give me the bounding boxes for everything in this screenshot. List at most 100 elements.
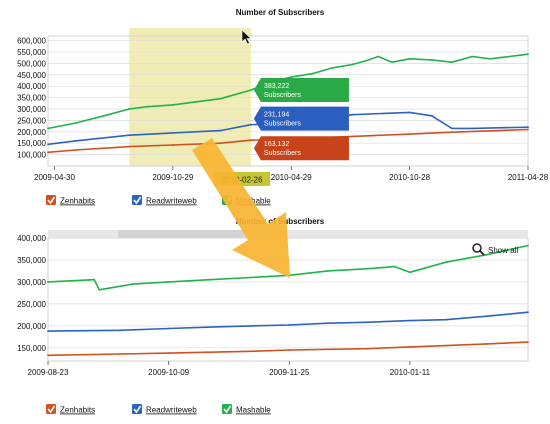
chart-title: Number of Subscribers bbox=[236, 8, 325, 17]
tooltip-zenhabits: 163,132 Subscribers bbox=[253, 136, 349, 161]
tooltip-value: 383,222 bbox=[264, 83, 289, 90]
data-point bbox=[47, 143, 49, 146]
zoom-icon bbox=[472, 243, 485, 256]
data-point bbox=[288, 349, 291, 351]
y-tick-label: 200,000 bbox=[17, 322, 46, 331]
navigator-track[interactable] bbox=[48, 230, 528, 238]
data-point bbox=[391, 61, 393, 64]
tooltip-value: 231,194 bbox=[264, 112, 289, 119]
data-point bbox=[527, 311, 529, 314]
data-point bbox=[527, 244, 529, 247]
data-point bbox=[167, 352, 170, 354]
data-point bbox=[250, 123, 252, 126]
data-point bbox=[430, 59, 433, 61]
data-point bbox=[249, 276, 252, 279]
y-tick-label: 450,000 bbox=[17, 71, 46, 80]
tooltip-background bbox=[253, 106, 349, 131]
y-tick-label: 150,000 bbox=[17, 139, 46, 148]
data-point bbox=[430, 114, 433, 117]
data-point bbox=[408, 133, 411, 136]
data-point bbox=[290, 76, 293, 78]
data-point bbox=[445, 318, 447, 321]
data-point bbox=[408, 57, 411, 60]
data-point bbox=[409, 319, 411, 322]
series-line-zenhabits bbox=[47, 341, 529, 357]
data-point bbox=[119, 329, 121, 332]
x-tick-label: 2010-01-11 bbox=[390, 368, 431, 377]
data-point bbox=[527, 341, 529, 343]
checkmark-icon bbox=[133, 196, 142, 205]
data-point bbox=[409, 346, 411, 348]
y-tick-label: 100,000 bbox=[17, 151, 46, 160]
legend-item-mashable[interactable]: Mashable bbox=[222, 404, 271, 415]
tooltip-label: Subscribers bbox=[264, 92, 301, 99]
y-tick-label: 550,000 bbox=[17, 48, 46, 57]
data-point bbox=[365, 321, 368, 324]
data-point bbox=[74, 122, 77, 124]
show-all-button[interactable]: Show all bbox=[472, 243, 518, 256]
x-tick-label: 2010-04-29 bbox=[271, 173, 312, 182]
data-point bbox=[351, 63, 354, 66]
data-point bbox=[451, 127, 453, 130]
checkmark-icon bbox=[223, 405, 232, 414]
x-tick-label: 2009-11-25 bbox=[269, 368, 310, 377]
legend-item-readwriteweb[interactable]: Readwriteweb bbox=[132, 404, 197, 415]
legend-item-zenhabits[interactable]: Zenhabits bbox=[46, 195, 95, 206]
data-point bbox=[351, 135, 354, 138]
tooltip-label: Subscribers bbox=[264, 150, 301, 157]
data-point bbox=[47, 127, 49, 130]
data-point bbox=[172, 132, 174, 134]
legend-label[interactable]: Mashable bbox=[236, 406, 271, 415]
data-point bbox=[486, 315, 488, 318]
data-point bbox=[408, 111, 411, 114]
legend-item-readwriteweb[interactable]: Readwriteweb bbox=[132, 195, 197, 206]
tooltip-label: Subscribers bbox=[264, 121, 301, 128]
legend-label[interactable]: Mashable bbox=[236, 197, 271, 206]
data-point bbox=[445, 261, 447, 264]
data-point bbox=[326, 322, 329, 325]
x-axis: 2009-04-30 2009-10-29 2010-10-28 2011-04-28… bbox=[34, 166, 549, 182]
data-point bbox=[249, 325, 252, 327]
data-point bbox=[331, 67, 334, 69]
data-point bbox=[409, 271, 411, 274]
data-point bbox=[193, 101, 196, 103]
data-point bbox=[47, 151, 49, 154]
legend: Zenhabits Readwriteweb Mashable bbox=[46, 404, 271, 415]
navigator-handle[interactable] bbox=[118, 230, 246, 238]
cursor-icon bbox=[241, 29, 252, 45]
y-axis: 150,000 200,000 250,000 300,000 350,000 400,0… bbox=[17, 234, 46, 353]
x-tick-label: 2009-10-29 bbox=[152, 173, 193, 182]
hover-tooltips: 383,222Subscribers231,194Subscribers163,… bbox=[253, 78, 349, 161]
overview-chart[interactable]: Number of Subscribers 100,000 150,000 200,… bbox=[17, 8, 549, 186]
legend-label[interactable]: Readwriteweb bbox=[146, 197, 197, 206]
legend-item-zenhabits[interactable]: Zenhabits bbox=[46, 404, 95, 415]
legend-label[interactable]: Readwriteweb bbox=[146, 406, 197, 415]
y-tick-label: 600,000 bbox=[17, 37, 46, 46]
x-tick-label: 2010-10-28 bbox=[389, 173, 430, 182]
data-point bbox=[486, 343, 488, 345]
x-axis: 2009-08-23 2009-10-09 2009-11-25 2010-01-11 bbox=[28, 361, 431, 377]
data-point bbox=[47, 354, 49, 357]
data-point bbox=[208, 278, 211, 281]
data-point bbox=[351, 113, 354, 116]
checkmark-icon bbox=[47, 196, 56, 205]
data-point bbox=[119, 353, 121, 355]
grid-lines bbox=[47, 237, 529, 362]
data-point bbox=[471, 127, 473, 130]
y-tick-label: 350,000 bbox=[17, 256, 46, 265]
data-point bbox=[486, 253, 488, 256]
data-point bbox=[250, 139, 252, 142]
data-point bbox=[249, 350, 252, 353]
x-tick-label: 2009-08-23 bbox=[28, 368, 69, 377]
tooltip-value: 163,132 bbox=[264, 141, 289, 148]
legend-label[interactable]: Zenhabits bbox=[60, 197, 95, 206]
data-point bbox=[219, 129, 222, 132]
tooltip-mashable: 383,222 Subscribers bbox=[253, 78, 349, 103]
tooltip-readwriteweb: 231,194 Subscribers bbox=[253, 106, 349, 131]
data-point bbox=[103, 114, 105, 117]
tooltip-background bbox=[253, 78, 349, 103]
data-point bbox=[489, 57, 492, 60]
legend-label[interactable]: Zenhabits bbox=[60, 406, 95, 415]
data-point bbox=[167, 327, 170, 330]
